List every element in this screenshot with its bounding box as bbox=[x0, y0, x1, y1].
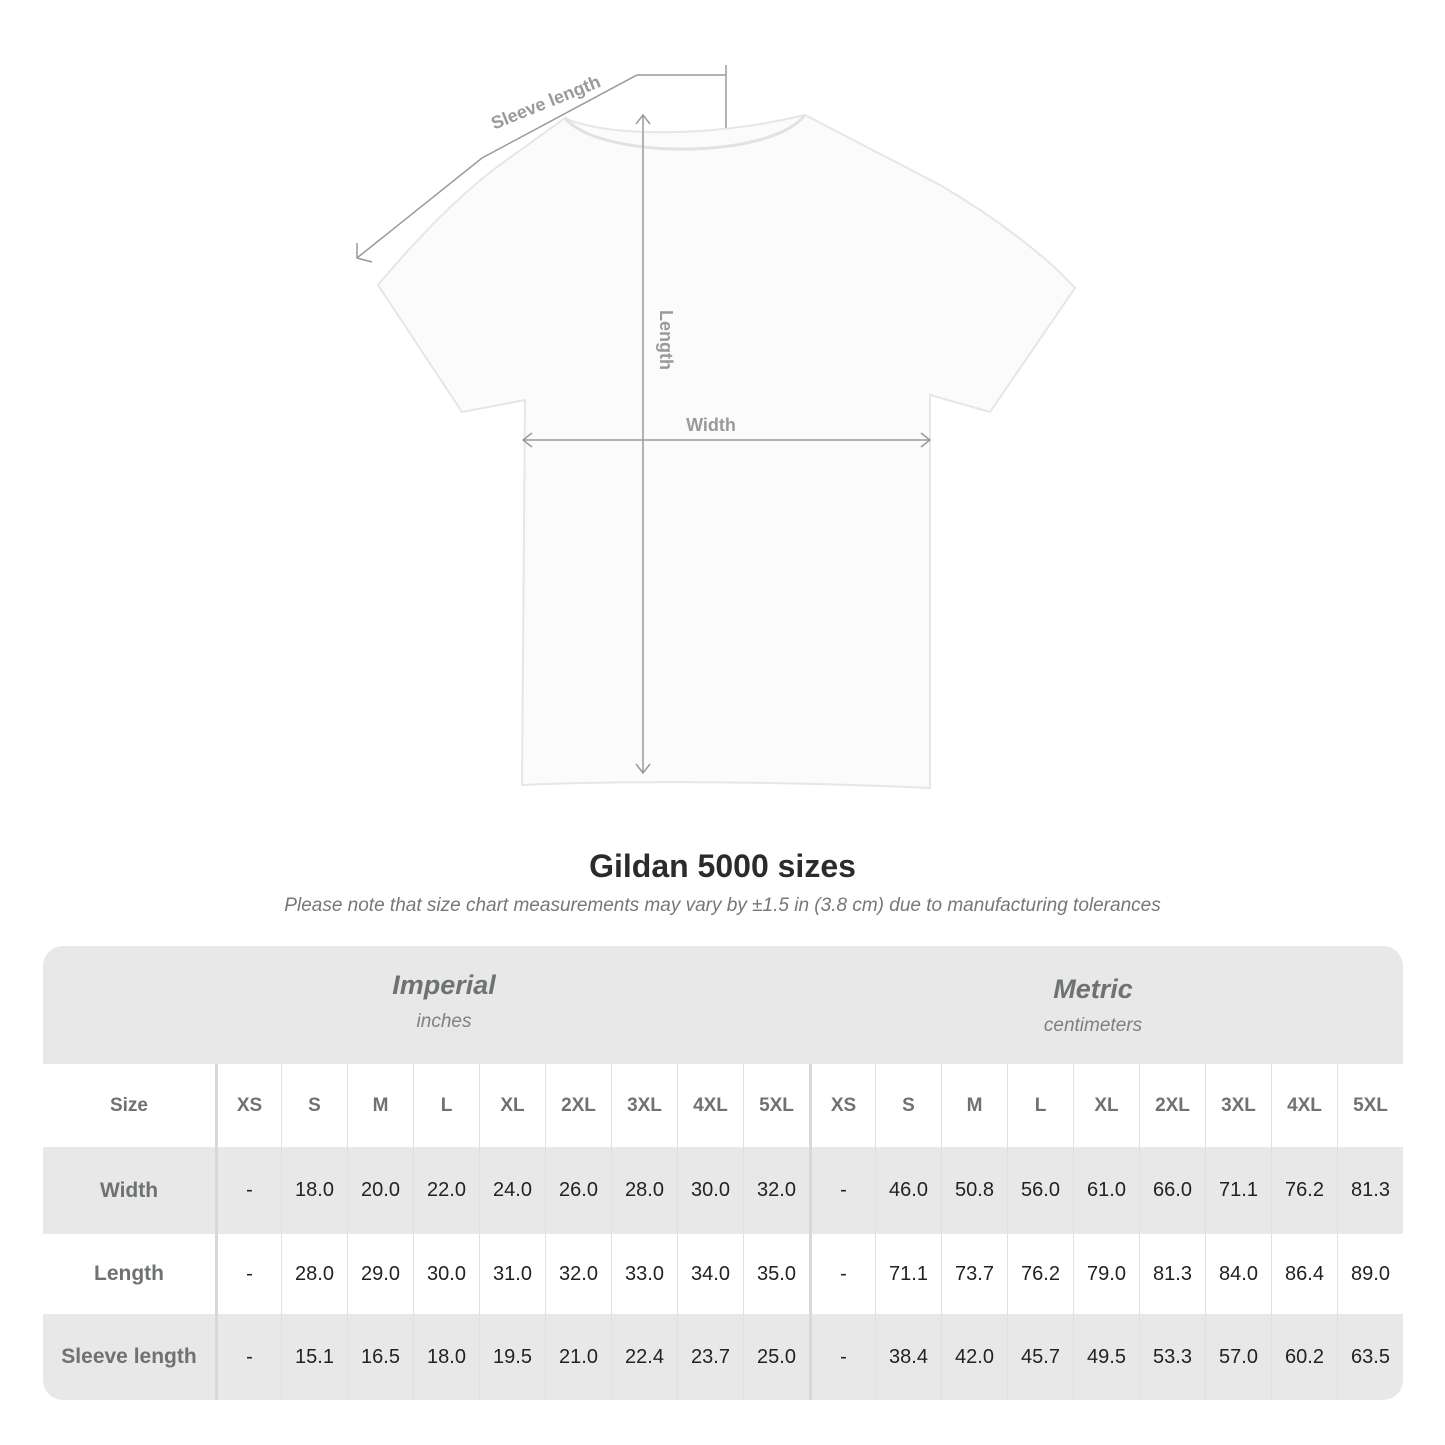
metric-value: - bbox=[809, 1314, 875, 1400]
imperial-value: 22.0 bbox=[413, 1147, 479, 1234]
imperial-value: 31.0 bbox=[479, 1234, 545, 1314]
size-header-metric: XS bbox=[809, 1064, 875, 1147]
metric-value: - bbox=[809, 1234, 875, 1314]
metric-value: 42.0 bbox=[941, 1314, 1007, 1400]
metric-value: 46.0 bbox=[875, 1147, 941, 1234]
imperial-value: 20.0 bbox=[347, 1147, 413, 1234]
size-header-metric: XL bbox=[1073, 1064, 1139, 1147]
size-header-imperial: 2XL bbox=[545, 1064, 611, 1147]
imperial-value: 21.0 bbox=[545, 1314, 611, 1400]
metric-value: 73.7 bbox=[941, 1234, 1007, 1314]
row-label: Length bbox=[94, 1262, 164, 1285]
tshirt-diagram: Sleeve length Length Width bbox=[356, 65, 1077, 790]
imperial-title: Imperial bbox=[392, 970, 496, 1000]
table-row: Width -18.0 20.0 22.0 24.0 26.0 28.0 30.0 32.0-4… bbox=[43, 1147, 1403, 1234]
tshirt-shape bbox=[376, 113, 1077, 790]
metric-value: 79.0 bbox=[1073, 1234, 1139, 1314]
tolerance-note: Please note that size chart measurements… bbox=[284, 895, 1161, 916]
tshirt-collar bbox=[563, 114, 807, 151]
imperial-value: 32.0 bbox=[743, 1147, 809, 1234]
metric-value: 71.1 bbox=[875, 1234, 941, 1314]
metric-value: 86.4 bbox=[1271, 1234, 1337, 1314]
metric-value: 84.0 bbox=[1205, 1234, 1271, 1314]
metric-value: 71.1 bbox=[1205, 1147, 1271, 1234]
page-title: Gildan 5000 sizes bbox=[589, 848, 856, 884]
metric-value: 49.5 bbox=[1073, 1314, 1139, 1400]
imperial-value: 30.0 bbox=[677, 1147, 743, 1234]
metric-value: 38.4 bbox=[875, 1314, 941, 1400]
metric-title: Metric bbox=[1053, 974, 1133, 1004]
size-header-imperial: 5XL bbox=[743, 1064, 809, 1147]
table-row: Length -28.0 29.0 30.0 31.0 32.0 33.0 34.0 35.0-… bbox=[43, 1234, 1403, 1314]
size-header-row: Size XS S M L XL 2XL 3XL 4XL 5XL XS S M L XL 2XL 3XL 4XL 5… bbox=[43, 1064, 1403, 1147]
imperial-header: Imperial inches bbox=[147, 970, 741, 1033]
metric-value: 76.2 bbox=[1271, 1147, 1337, 1234]
imperial-value: 28.0 bbox=[611, 1147, 677, 1234]
imperial-value: 23.7 bbox=[677, 1314, 743, 1400]
metric-value: 89.0 bbox=[1337, 1234, 1403, 1314]
length-label: Length bbox=[656, 310, 676, 370]
imperial-value: 18.0 bbox=[281, 1147, 347, 1234]
size-header-metric: 3XL bbox=[1205, 1064, 1271, 1147]
metric-value: 81.3 bbox=[1139, 1234, 1205, 1314]
size-table: Imperial inches Metric centimeters Size X… bbox=[43, 946, 1403, 1400]
imperial-value: 19.5 bbox=[479, 1314, 545, 1400]
imperial-value: 26.0 bbox=[545, 1147, 611, 1234]
size-header-imperial: L bbox=[413, 1064, 479, 1147]
metric-value: 56.0 bbox=[1007, 1147, 1073, 1234]
table-row: Sleeve length -15.1 16.5 18.0 19.5 21.0 22.4 23… bbox=[43, 1314, 1403, 1400]
imperial-value: 30.0 bbox=[413, 1234, 479, 1314]
imperial-value: 24.0 bbox=[479, 1147, 545, 1234]
metric-value: 57.0 bbox=[1205, 1314, 1271, 1400]
row-label: Width bbox=[99, 1178, 159, 1202]
metric-value: 76.2 bbox=[1007, 1234, 1073, 1314]
imperial-value: 15.1 bbox=[281, 1314, 347, 1400]
size-header-imperial: S bbox=[281, 1064, 347, 1147]
unit-header-band: Imperial inches Metric centimeters bbox=[43, 946, 1403, 1064]
size-header-metric: L bbox=[1007, 1064, 1073, 1147]
imperial-value: - bbox=[215, 1147, 281, 1234]
imperial-value: 25.0 bbox=[743, 1314, 809, 1400]
sleeve-measure-line bbox=[356, 74, 726, 259]
imperial-value: - bbox=[215, 1314, 281, 1400]
width-label: Width bbox=[686, 415, 736, 435]
imperial-value: - bbox=[215, 1234, 281, 1314]
imperial-value: 28.0 bbox=[281, 1234, 347, 1314]
imperial-value: 32.0 bbox=[545, 1234, 611, 1314]
size-header-metric: 2XL bbox=[1139, 1064, 1205, 1147]
metric-value: 81.3 bbox=[1337, 1147, 1403, 1234]
row-label: Sleeve length bbox=[61, 1345, 197, 1368]
size-header-imperial: M bbox=[347, 1064, 413, 1147]
size-header-metric: 4XL bbox=[1271, 1064, 1337, 1147]
imperial-value: 35.0 bbox=[743, 1234, 809, 1314]
metric-value: 60.2 bbox=[1271, 1314, 1337, 1400]
size-header-imperial: XL bbox=[479, 1064, 545, 1147]
metric-header: Metric centimeters bbox=[796, 974, 1390, 1037]
metric-unit: centimeters bbox=[1043, 1015, 1143, 1036]
size-header-metric: M bbox=[941, 1064, 1007, 1147]
metric-value: - bbox=[809, 1147, 875, 1234]
imperial-value: 33.0 bbox=[611, 1234, 677, 1314]
metric-value: 61.0 bbox=[1073, 1147, 1139, 1234]
metric-value: 66.0 bbox=[1139, 1147, 1205, 1234]
size-header-imperial: 4XL bbox=[677, 1064, 743, 1147]
metric-value: 50.8 bbox=[941, 1147, 1007, 1234]
metric-value: 63.5 bbox=[1337, 1314, 1403, 1400]
size-header-label: Size bbox=[109, 1094, 149, 1116]
imperial-value: 29.0 bbox=[347, 1234, 413, 1314]
size-header-imperial: 3XL bbox=[611, 1064, 677, 1147]
imperial-value: 22.4 bbox=[611, 1314, 677, 1400]
imperial-value: 34.0 bbox=[677, 1234, 743, 1314]
imperial-unit: inches bbox=[416, 1011, 472, 1032]
metric-value: 45.7 bbox=[1007, 1314, 1073, 1400]
size-header-metric: S bbox=[875, 1064, 941, 1147]
size-header-imperial: XS bbox=[215, 1064, 281, 1147]
size-header-metric: 5XL bbox=[1337, 1064, 1403, 1147]
imperial-value: 16.5 bbox=[347, 1314, 413, 1400]
metric-value: 53.3 bbox=[1139, 1314, 1205, 1400]
imperial-value: 18.0 bbox=[413, 1314, 479, 1400]
